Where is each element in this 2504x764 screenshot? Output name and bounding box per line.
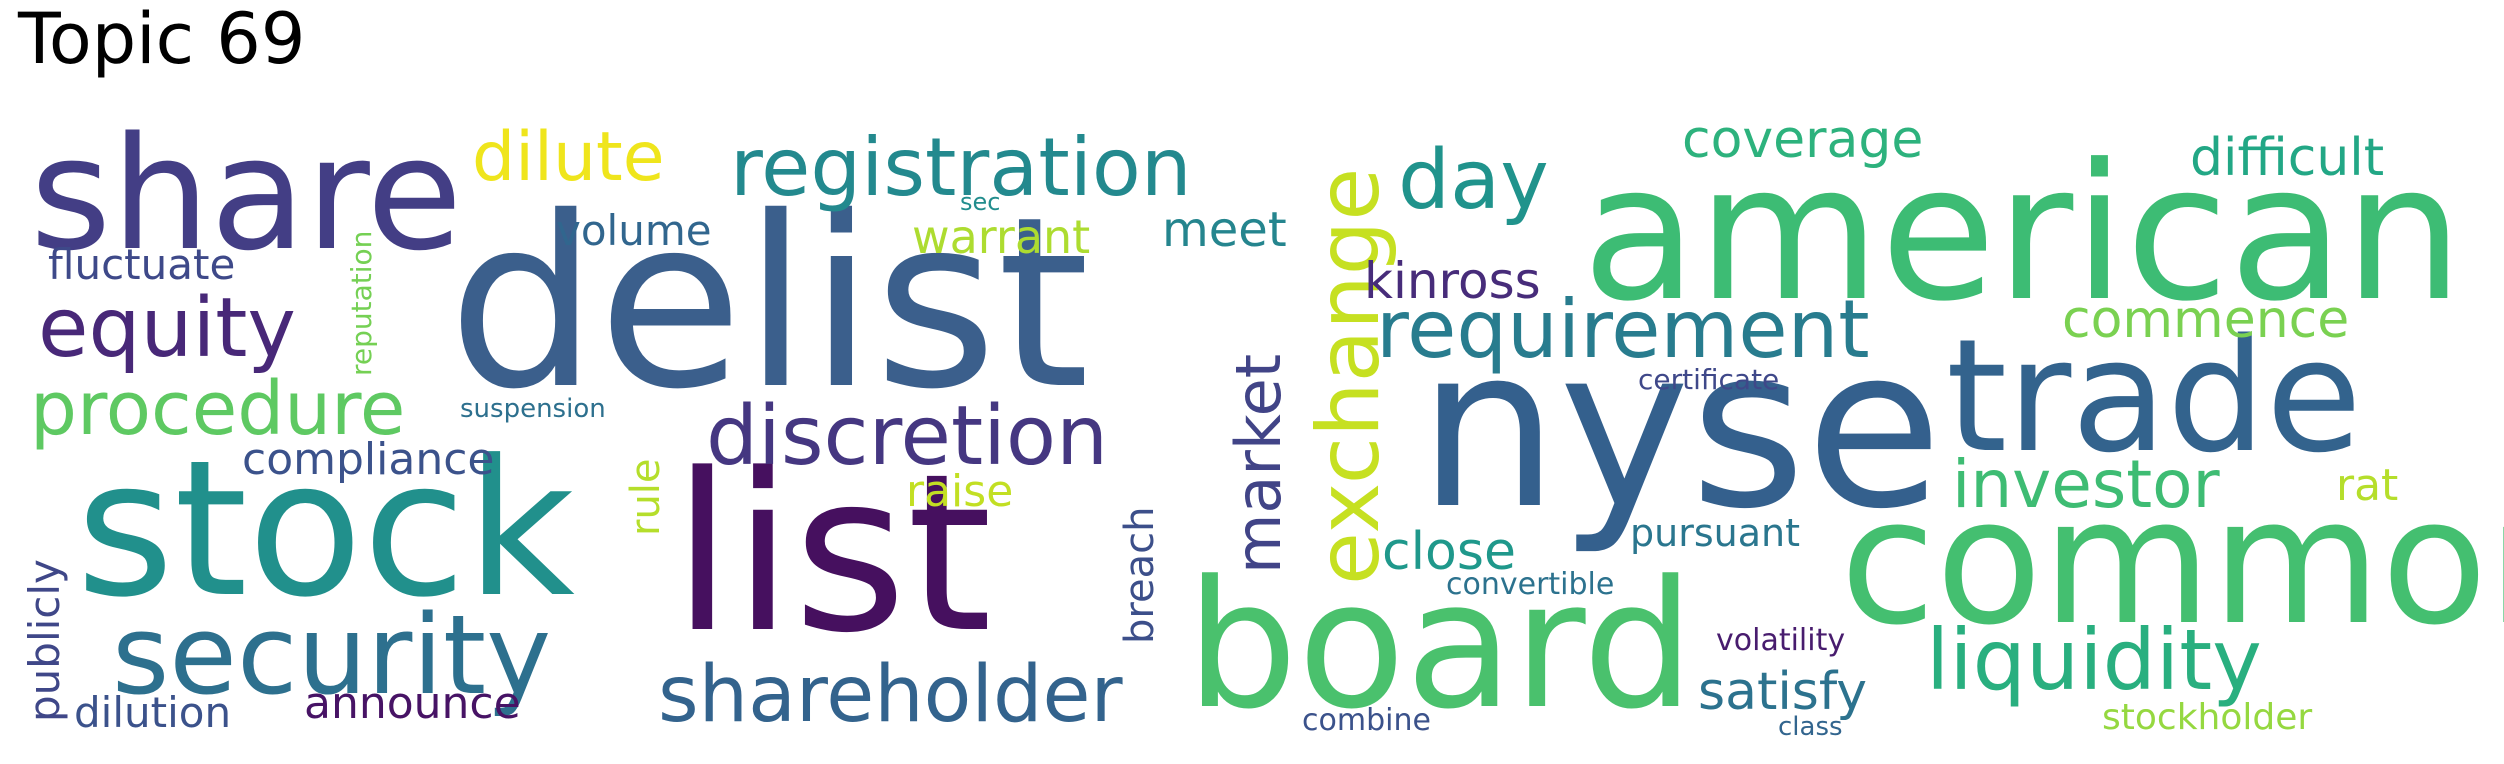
word-coverage: coverage xyxy=(1682,110,1924,170)
word-share: share xyxy=(30,103,463,285)
word-fluctuate: fluctuate xyxy=(48,240,236,289)
word-announce: announce xyxy=(304,678,521,729)
word-rat: rat xyxy=(2336,460,2399,511)
word-trade: trade xyxy=(1946,305,2362,487)
word-class: class xyxy=(1778,712,1843,742)
word-dilution: dilution xyxy=(74,688,232,737)
word-security: security xyxy=(112,591,552,719)
word-commence: commence xyxy=(2062,290,2350,350)
word-breach: breach xyxy=(1117,506,1163,644)
word-list: list xyxy=(672,428,993,681)
word-volume: volume xyxy=(556,206,712,255)
word-compliance: compliance xyxy=(242,434,495,485)
word-equity: equity xyxy=(38,281,296,376)
word-delist: delist xyxy=(448,166,1090,441)
word-convertible: convertible xyxy=(1446,567,1615,602)
word-discretion: discretion xyxy=(706,389,1109,484)
word-satisfy: satisfy xyxy=(1698,662,1868,722)
word-stockholder: stockholder xyxy=(2102,697,2313,738)
word-meet: meet xyxy=(1162,202,1287,258)
word-warrant: warrant xyxy=(912,210,1091,264)
word-nyse: nyse xyxy=(1418,300,1943,558)
word-reputation: reputation xyxy=(345,230,378,376)
word-close: close xyxy=(1382,522,1516,582)
word-requirement: requirement xyxy=(1376,283,1870,376)
word-pursuant: pursuant xyxy=(1630,511,1800,555)
word-day: day xyxy=(1398,133,1549,228)
word-kinross: kinross xyxy=(1364,252,1541,310)
word-board: board xyxy=(1186,543,1695,748)
word-sec: sec xyxy=(960,188,1001,216)
word-exchange: exchange xyxy=(1299,167,1399,585)
word-dilute: dilute xyxy=(472,118,665,197)
word-publicly: publicly xyxy=(20,559,69,722)
word-rule: rule xyxy=(623,458,669,536)
word-investor: investor xyxy=(1952,446,2220,523)
word-procedure: procedure xyxy=(30,366,406,452)
word-certificate: certificate xyxy=(1638,363,1780,396)
word-liquidity: liquidity xyxy=(1926,611,2262,709)
word-volatility: volatility xyxy=(1716,623,1846,658)
word-difficult: difficult xyxy=(2190,128,2385,188)
word-suspension: suspension xyxy=(460,394,606,424)
word-combine: combine xyxy=(1302,703,1431,738)
word-registration: registration xyxy=(730,121,1192,214)
word-market: market xyxy=(1222,353,1295,574)
word-stock: stock xyxy=(76,420,575,639)
topic-title: Topic 69 xyxy=(18,0,306,80)
word-raise: raise xyxy=(906,466,1014,517)
word-american: american xyxy=(1582,124,2464,343)
word-common: common xyxy=(1840,461,2504,664)
word-shareholder: shareholder xyxy=(658,650,1123,740)
